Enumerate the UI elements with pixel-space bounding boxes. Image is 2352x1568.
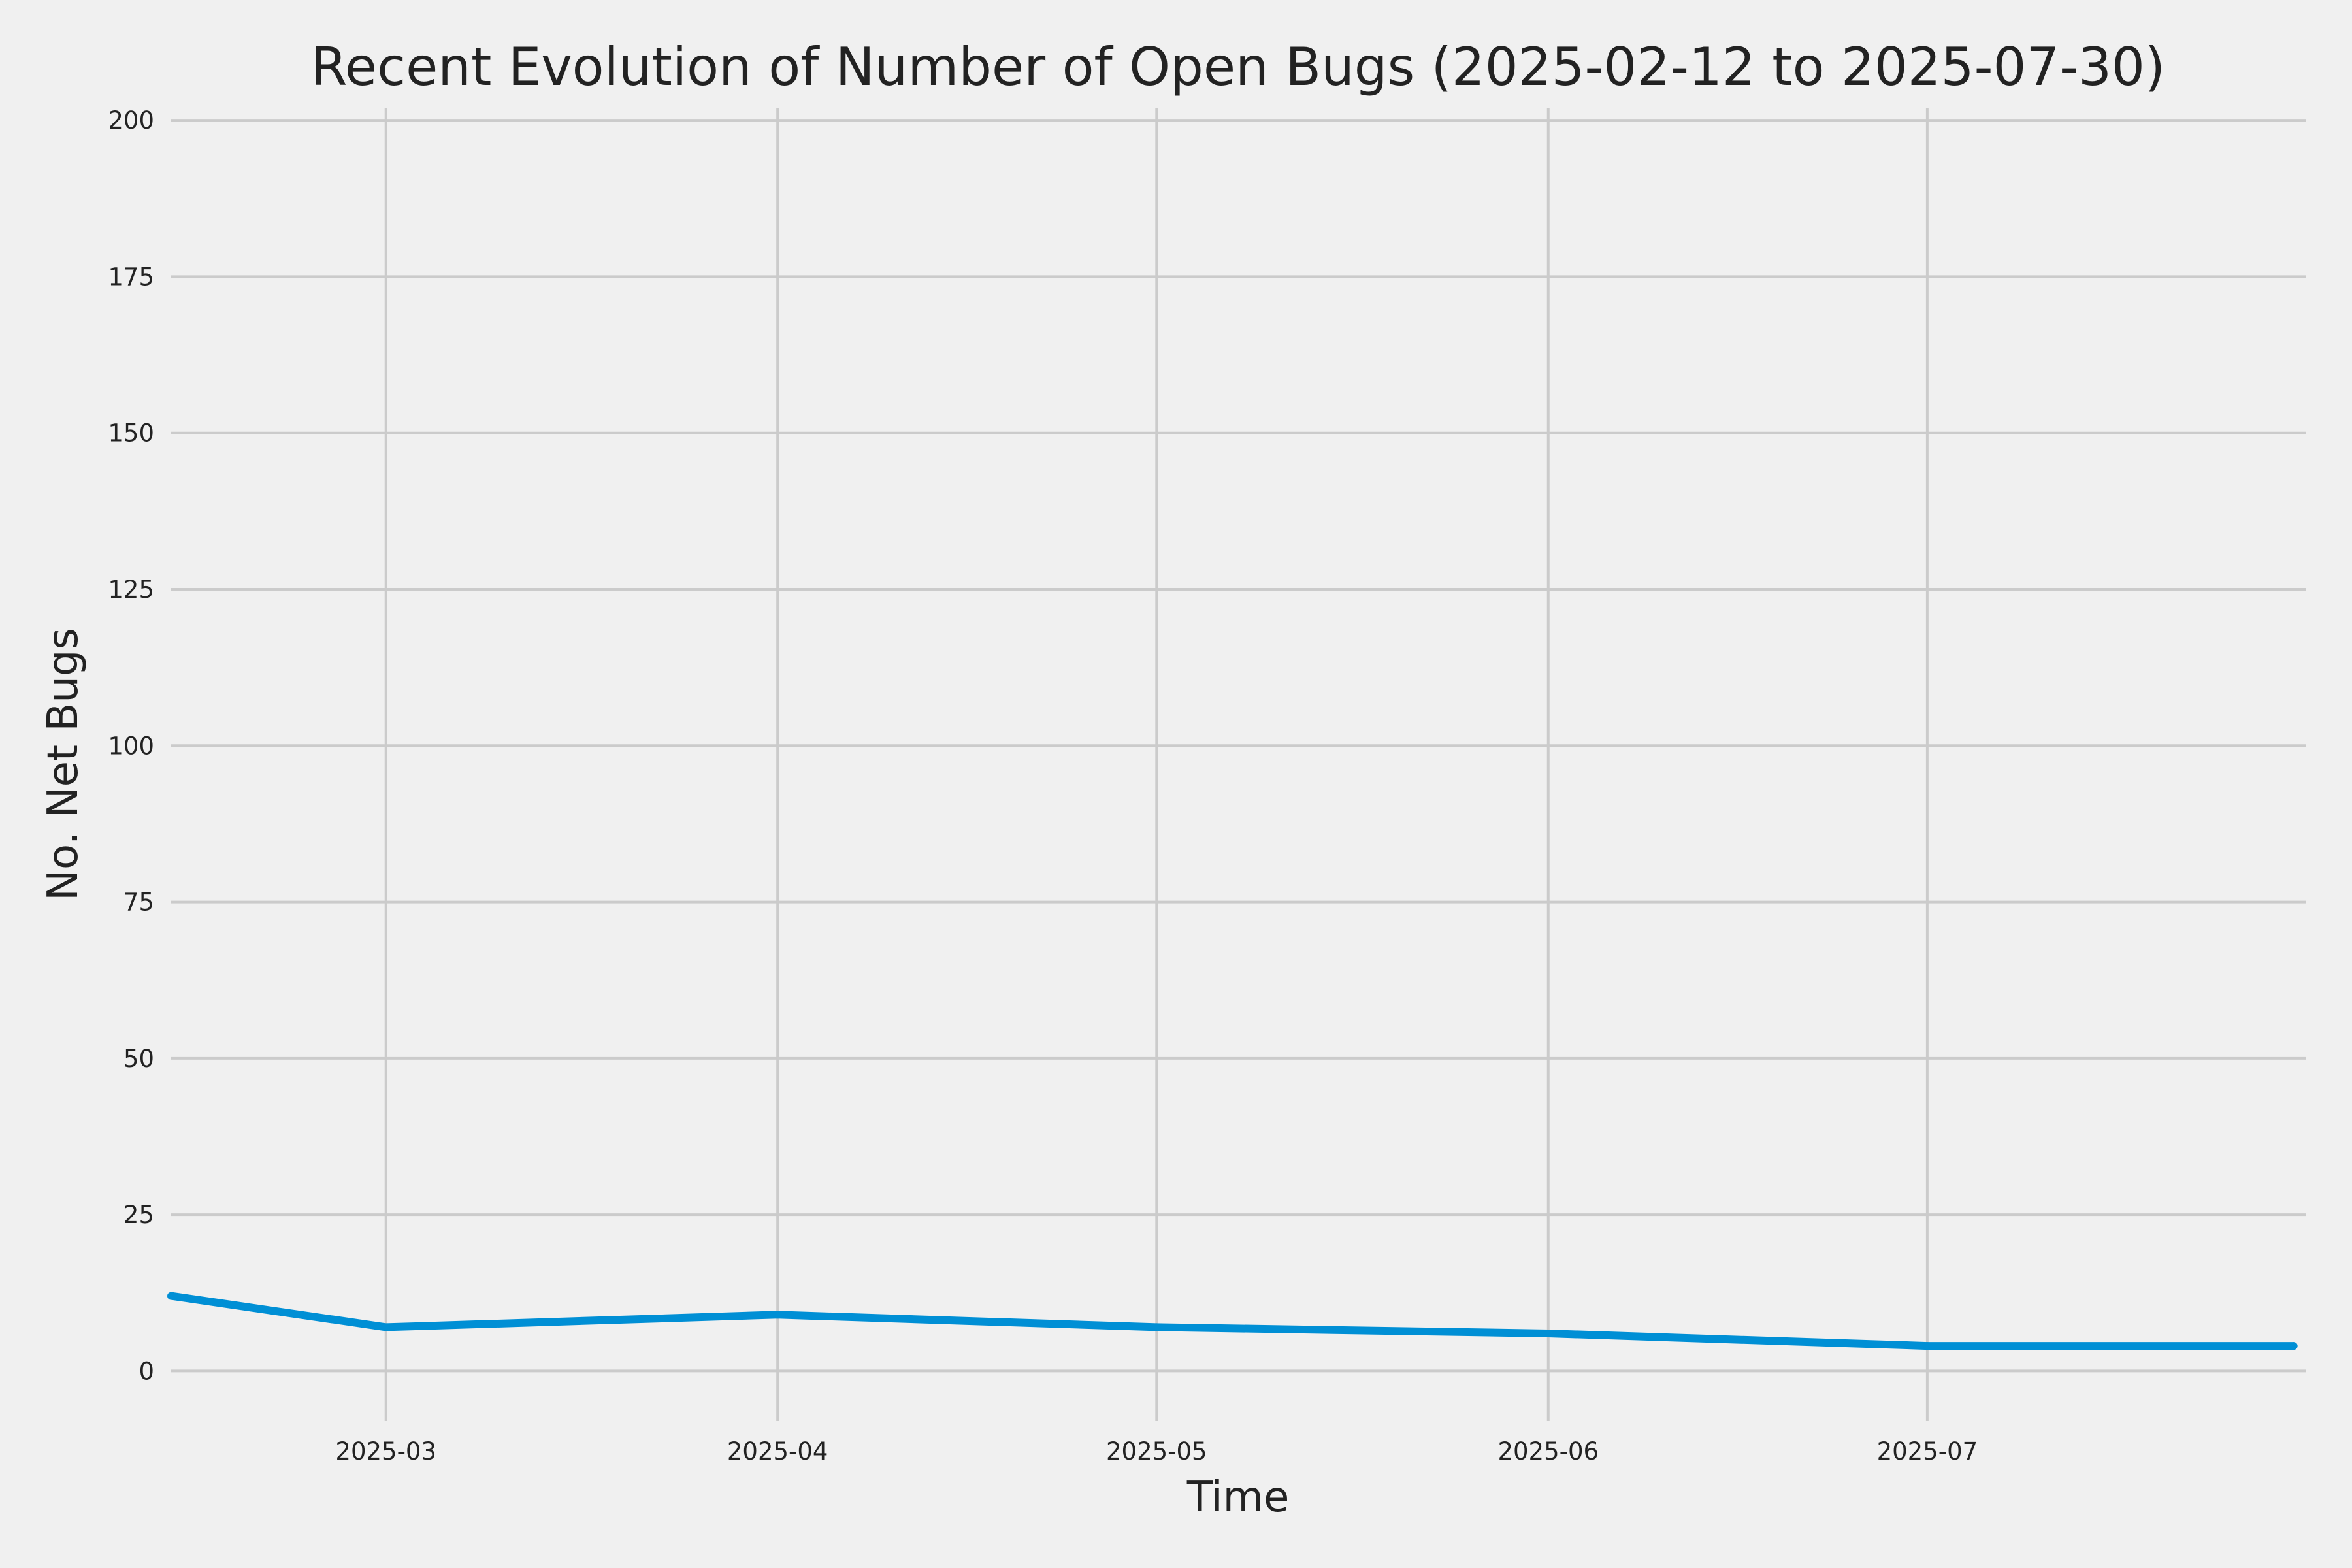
data-point [1152,1323,1161,1331]
tick-labels: 0 25 50 75 100 125 150 175 200 2025-03 2025-04 2025… [108,106,1978,1465]
x-tick-label: 2025-05 [1106,1437,1207,1465]
data-point [167,1292,175,1300]
data-point [1923,1342,1931,1350]
data-point [774,1311,782,1319]
x-tick-label: 2025-04 [727,1437,828,1465]
data-point [1544,1330,1552,1337]
x-tick-label: 2025-07 [1877,1437,1978,1465]
y-tick-label: 75 [123,889,154,917]
y-tick-label: 100 [108,732,154,760]
y-tick-label: 175 [108,263,154,291]
y-tick-label: 150 [108,419,154,448]
data-point [2289,1342,2298,1350]
y-tick-label: 200 [108,106,154,135]
y-tick-label: 50 [123,1045,154,1073]
x-tick-label: 2025-03 [335,1437,436,1465]
chart-title: Recent Evolution of Number of Open Bugs … [311,37,2165,97]
x-axis-label: Time [1186,1473,1290,1522]
y-tick-label: 125 [108,576,154,604]
x-tick-label: 2025-06 [1497,1437,1599,1465]
series-layer [167,1292,2298,1350]
y-axis-label: No. Net Bugs [39,628,88,901]
grid [171,108,2306,1421]
y-tick-label: 25 [123,1201,154,1229]
data-point [382,1323,390,1331]
y-tick-label: 0 [139,1357,154,1385]
